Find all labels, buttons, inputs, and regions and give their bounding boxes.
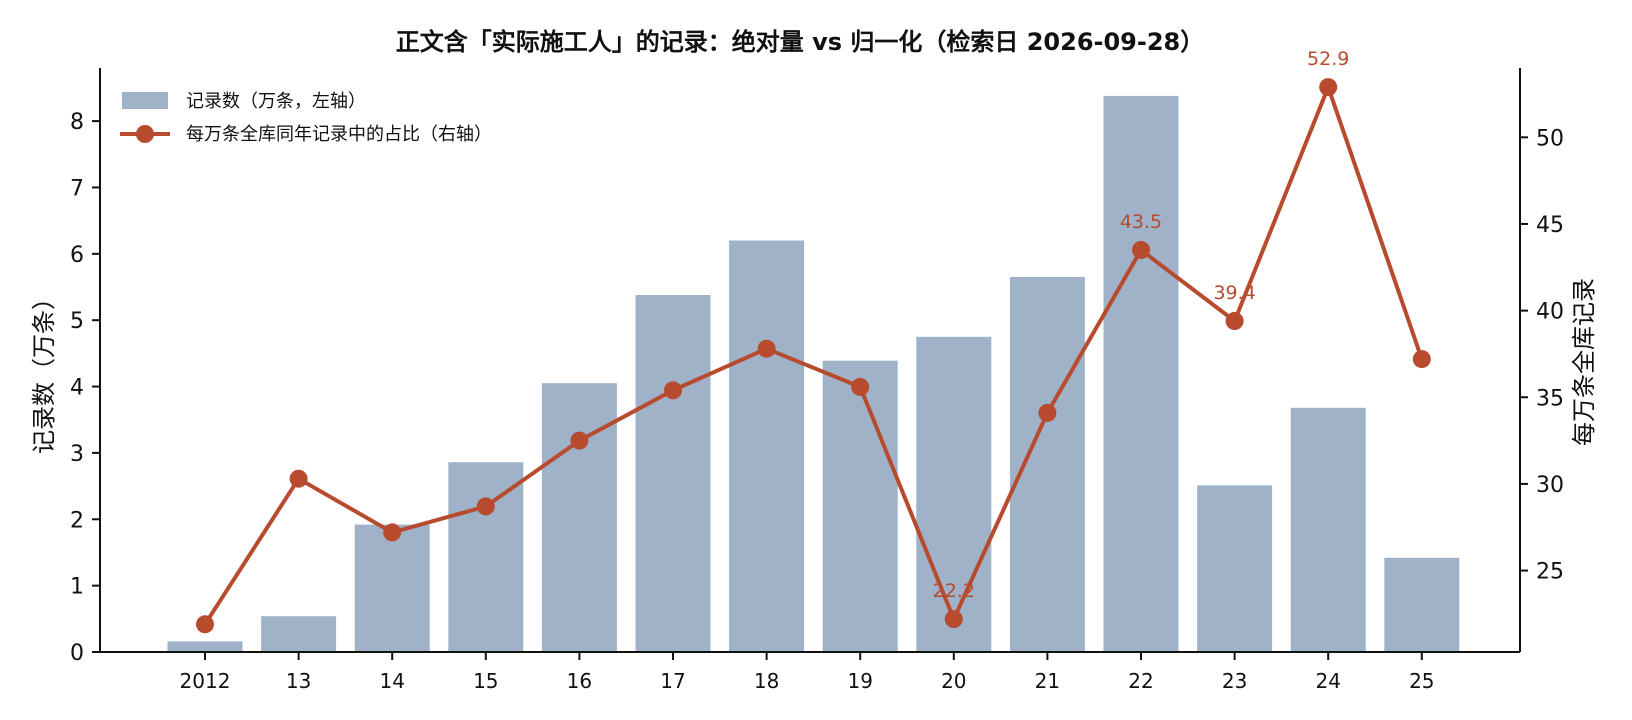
x-tick-label: 20 <box>941 669 966 693</box>
x-tick-label: 19 <box>847 669 872 693</box>
bar-18 <box>729 240 805 652</box>
x-tick-label: 25 <box>1409 669 1434 693</box>
ratio-point-19 <box>851 377 870 396</box>
ratio-point-14 <box>383 523 402 542</box>
y-left-tick-label: 1 <box>70 575 84 600</box>
line-layer: 22.2 43.5 39.4 52.9 <box>196 48 1431 634</box>
ratio-point-13 <box>289 469 308 488</box>
x-tick-label: 21 <box>1035 669 1060 693</box>
point-label-23: 39.4 <box>1213 282 1255 304</box>
y-right-tick-label: 45 <box>1536 213 1564 238</box>
x-tick-label: 17 <box>660 669 685 693</box>
bars-layer <box>167 95 1460 652</box>
y-right-tick-label: 25 <box>1536 560 1564 585</box>
x-tick-label: 14 <box>379 669 404 693</box>
x-tick-label: 24 <box>1315 669 1340 693</box>
legend-swatch-bars <box>122 92 168 109</box>
bar-15 <box>448 462 524 652</box>
ratio-point-24 <box>1319 78 1338 97</box>
bar-25 <box>1384 557 1460 652</box>
y-left-tick-label: 2 <box>70 508 84 533</box>
y-right-tick-label: 35 <box>1536 386 1564 411</box>
x-tick-label: 22 <box>1128 669 1153 693</box>
y-axis-right-label: 每万条全库记录 <box>1570 278 1598 446</box>
bar-24 <box>1290 407 1366 652</box>
ratio-point-17 <box>664 381 682 400</box>
y-left-tick-label: 7 <box>70 176 84 201</box>
ratio-point-23 <box>1225 312 1244 330</box>
y-axis-left-label: 记录数（万条） <box>30 286 58 454</box>
bar-22 <box>1103 95 1179 652</box>
bar-17 <box>635 295 711 652</box>
ratio-point-20 <box>944 610 963 629</box>
legend-label-line: 每万条全库同年记录中的占比（右轴） <box>186 124 492 145</box>
ratio-line <box>203 85 1424 626</box>
y-left-tick-label: 5 <box>70 309 84 334</box>
bar-13 <box>261 616 337 652</box>
bar-19 <box>822 360 898 652</box>
x-tick-label: 13 <box>286 669 311 693</box>
point-label-24: 52.9 <box>1307 48 1349 70</box>
bar-14 <box>354 524 430 652</box>
y-right-tick-label: 30 <box>1536 473 1564 498</box>
y-left-tick-label: 6 <box>70 243 84 268</box>
y-left-tick-label: 4 <box>70 376 84 401</box>
legend: 记录数（万条，左轴） 每万条全库同年记录中的占比（右轴） <box>120 91 492 145</box>
legend-swatch-marker <box>136 125 154 143</box>
y-left-tick-label: 8 <box>70 110 84 135</box>
bar-23 <box>1197 485 1273 652</box>
bar-20 <box>916 336 992 652</box>
y-right-tick-label: 40 <box>1536 300 1564 325</box>
x-tick-label: 15 <box>473 669 498 693</box>
y-left-tick-label: 3 <box>70 442 84 467</box>
legend-label-bars: 记录数（万条，左轴） <box>186 91 366 112</box>
ratio-point-21 <box>1038 403 1057 422</box>
point-label-22: 43.5 <box>1120 211 1162 233</box>
bar-21 <box>1009 277 1085 652</box>
ratio-point-2012 <box>196 615 214 634</box>
bar-2012 <box>167 641 243 652</box>
ratio-point-16 <box>570 431 589 450</box>
ratio-point-15 <box>476 497 495 516</box>
x-tick-label: 23 <box>1222 669 1247 693</box>
x-tick-label: 2012 <box>180 669 231 693</box>
ratio-point-18 <box>757 339 776 358</box>
ratio-point-22 <box>1132 241 1150 259</box>
y-left-tick-label: 0 <box>70 641 84 666</box>
bar-16 <box>541 383 617 652</box>
ratio-point-25 <box>1412 350 1431 369</box>
point-label-20: 22.2 <box>933 580 975 602</box>
x-tick-label: 18 <box>754 669 779 693</box>
chart-title: 正文含「实际施工人」的记录：绝对量 vs 归一化（检索日 2026-09-28） <box>396 28 1205 56</box>
x-tick-label: 16 <box>567 669 592 693</box>
y-right-tick-label: 50 <box>1536 126 1564 151</box>
